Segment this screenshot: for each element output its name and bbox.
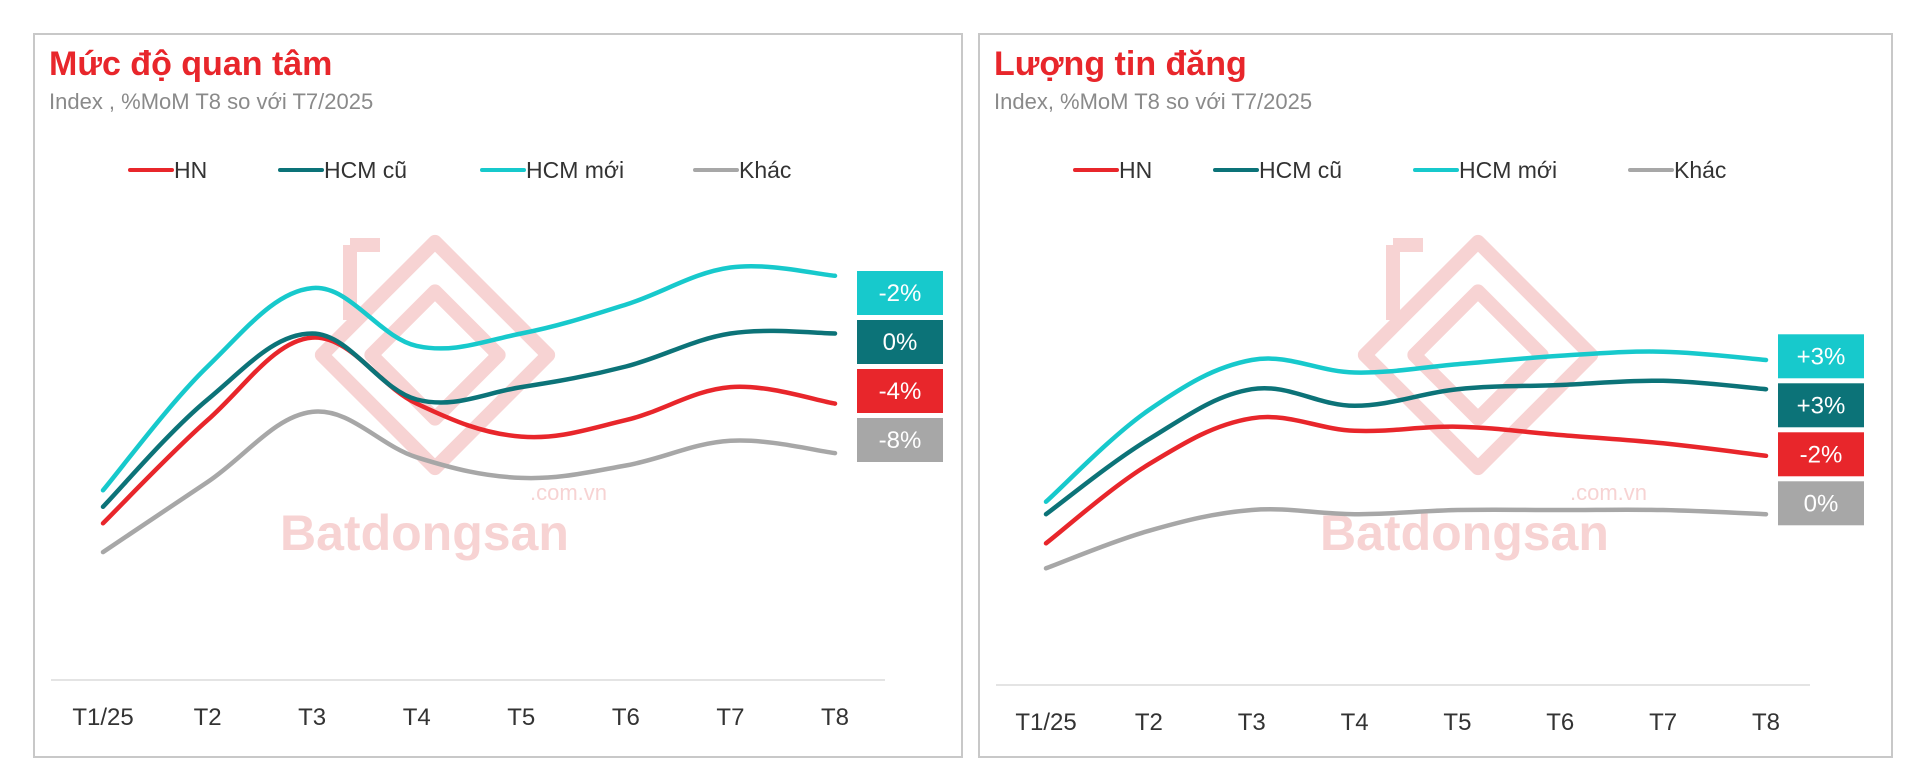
x-tick-label: T2 [194,704,222,731]
legend-label: HCM mới [1459,157,1557,183]
series-line [1043,507,1769,571]
x-tick-label: T7 [716,704,744,731]
line-chart-listings: T1/25 T2 T3 T4 T5 T6 T7 T8 HN HCM cũ HCM mới Khác +3… [996,157,1864,736]
series-line [100,335,838,526]
x-tick-label: T2 [1135,709,1163,736]
series-line [100,328,838,510]
x-tick-label: T5 [1443,709,1471,736]
x-tick-label: T7 [1649,709,1677,736]
chart-panel-interest: Mức độ quan tâm Index , %MoM T8 so với T… [33,33,963,758]
series-line [100,409,838,555]
chart-subtitle: Index , %MoM T8 so với T7/2025 [49,89,374,114]
end-value-badge [1778,481,1864,526]
end-value-label: -2% [879,280,922,307]
series-line [1043,414,1769,546]
series-line [1043,349,1769,504]
end-value-label: -8% [879,427,922,454]
end-value-label: +3% [1797,343,1846,370]
line-chart-interest: T1/25 T2 T3 T4 T5 T6 T7 T8 HN HCM cũ HCM mới Khác -2… [51,157,943,731]
end-value-label: -2% [1800,441,1843,468]
legend-label: HN [1119,157,1152,183]
end-value-label: 0% [883,329,918,356]
x-tick-label: T4 [1341,709,1369,736]
end-value-label: -4% [879,378,922,405]
end-value-badge [1778,383,1864,428]
end-value-badge [1778,334,1864,379]
legend-label: Khác [1674,157,1726,183]
legend-label: HCM cũ [1259,157,1342,183]
x-tick-label: T8 [1752,709,1780,736]
end-value-badge [857,320,943,364]
x-tick-label: T4 [403,704,431,731]
x-tick-label: T6 [612,704,640,731]
end-value-badge [857,271,943,315]
legend-label: Khác [739,157,791,183]
legend-label: HCM mới [526,157,624,183]
end-value-label: 0% [1804,490,1839,517]
series-line [1043,378,1769,517]
chart-subtitle: Index, %MoM T8 so với T7/2025 [994,89,1313,114]
x-tick-label: T6 [1546,709,1574,736]
end-value-badge [857,418,943,462]
chart-title: Mức độ quan tâm [49,45,333,83]
x-tick-label: T1/25 [1015,709,1076,736]
end-value-badge [857,369,943,413]
x-tick-label: T3 [1238,709,1266,736]
chart-panel-listings: Lượng tin đăng Index, %MoM T8 so với T7/… [978,33,1893,758]
x-tick-label: T3 [298,704,326,731]
end-value-label: +3% [1797,392,1846,419]
legend-label: HN [174,157,207,183]
series-line [100,263,838,493]
x-tick-label: T1/25 [72,704,133,731]
x-tick-label: T8 [821,704,849,731]
x-tick-label: T5 [507,704,535,731]
chart-title: Lượng tin đăng [994,45,1247,83]
legend-label: HCM cũ [324,157,407,183]
end-value-badge [1778,432,1864,477]
